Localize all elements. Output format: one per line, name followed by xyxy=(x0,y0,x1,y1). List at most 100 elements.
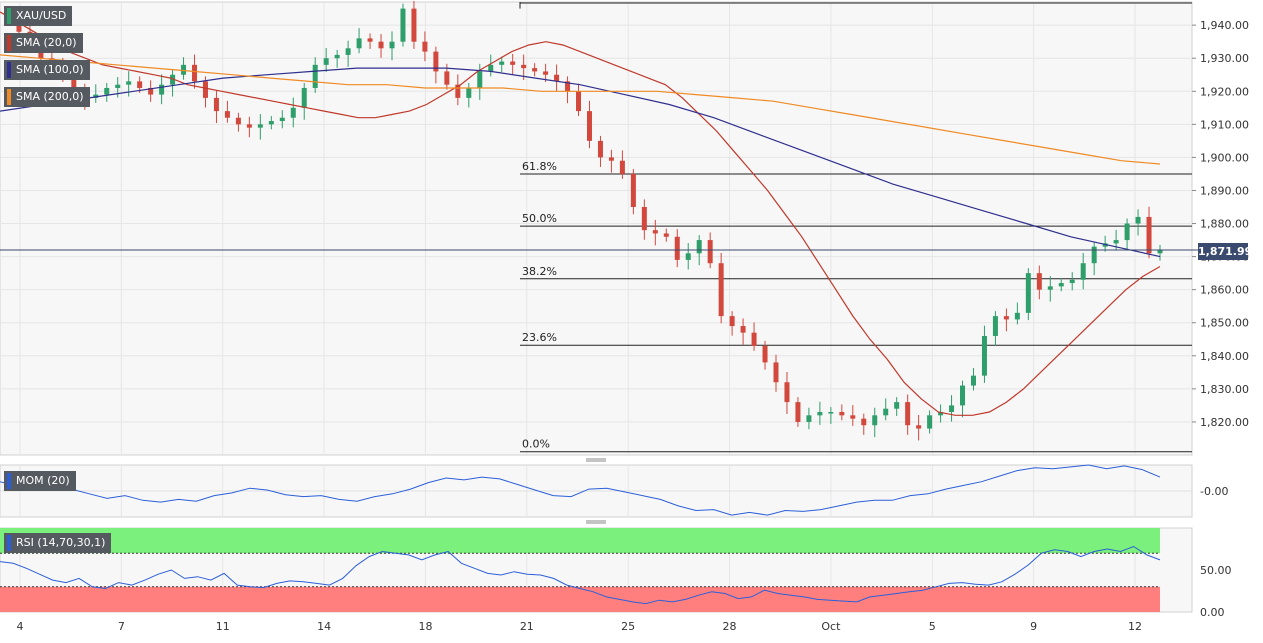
candle-body xyxy=(1036,273,1042,290)
fib-level-label: 50.0% xyxy=(522,212,557,225)
candle-body xyxy=(707,240,713,264)
price-axis-tick-label: 1,860.00 xyxy=(1200,284,1249,297)
candle-body xyxy=(488,64,494,72)
candle-body xyxy=(268,121,274,125)
mom-line xyxy=(0,464,1161,516)
symbol-text: XAU/USD xyxy=(16,9,67,22)
x-axis-tick-label: 28 xyxy=(723,620,737,633)
candle-body xyxy=(729,316,735,327)
rsi-axis-tick-label: 50.00 xyxy=(1200,564,1232,577)
symbol-swatch xyxy=(7,8,11,24)
candle-body xyxy=(685,253,691,260)
candle-body xyxy=(981,335,987,376)
candle-body xyxy=(806,415,812,422)
candle-body xyxy=(608,157,614,161)
candle-body xyxy=(1014,312,1020,320)
candle-body xyxy=(356,38,362,49)
candle-body xyxy=(554,74,560,82)
x-axis-tick-label: 18 xyxy=(418,620,432,633)
x-axis-tick-label: 7 xyxy=(118,620,125,633)
x-axis-tick-label: 9 xyxy=(1030,620,1037,633)
sma100-label[interactable]: SMA (100,0) xyxy=(4,60,90,80)
candle-body xyxy=(301,87,307,108)
candle-body xyxy=(334,54,340,59)
fib-level-label: 38.2% xyxy=(522,265,557,278)
price-axis-tick-label: 1,850.00 xyxy=(1200,317,1249,330)
candle-body xyxy=(740,326,746,333)
mom-swatch xyxy=(7,473,11,489)
candle-body xyxy=(839,412,845,416)
x-axis-tick-label: 25 xyxy=(621,620,635,633)
mom-label[interactable]: MOM (20) xyxy=(4,471,76,491)
candle-body xyxy=(378,41,384,49)
sma200-label[interactable]: SMA (200,0) xyxy=(4,87,90,107)
price-axis-tick-label: 1,890.00 xyxy=(1200,184,1249,197)
candle-body xyxy=(323,58,329,65)
candle-body xyxy=(257,124,263,128)
candle-body xyxy=(718,263,724,317)
rsi-text: RSI (14,70,30,1) xyxy=(16,536,106,549)
candle-body xyxy=(16,21,22,32)
candle-body xyxy=(115,84,121,88)
price-axis-tick-label: 1,830.00 xyxy=(1200,383,1249,396)
sma20-label[interactable]: SMA (20,0) xyxy=(4,33,83,53)
candle-body xyxy=(422,41,428,52)
candle-body xyxy=(290,107,296,118)
rsi-oversold-zone xyxy=(0,586,1160,612)
sma100-text: SMA (100,0) xyxy=(16,63,84,76)
candle-body xyxy=(1069,279,1075,284)
candle-body xyxy=(104,87,110,95)
candle-body xyxy=(181,64,187,75)
x-axis-tick-label: 14 xyxy=(317,620,331,633)
candle-body xyxy=(927,415,933,429)
candle-body xyxy=(93,94,99,98)
x-axis-tick-label: 5 xyxy=(929,620,936,633)
candle-body xyxy=(949,405,955,413)
candle-body xyxy=(1146,216,1152,254)
candle-body xyxy=(367,38,373,42)
rsi-overbought-zone xyxy=(0,528,1160,554)
candle-body xyxy=(696,240,702,254)
symbol-label[interactable]: XAU/USD xyxy=(4,6,73,26)
candle-body xyxy=(444,71,450,85)
candle-body xyxy=(389,41,395,49)
candle-body xyxy=(641,207,647,231)
candle-body xyxy=(565,81,571,92)
price-axis-tick-label: 1,910.00 xyxy=(1200,118,1249,131)
price-axis-tick-label: 1,900.00 xyxy=(1200,151,1249,164)
candle-body xyxy=(499,61,505,65)
candle-body xyxy=(433,51,439,72)
candle-body xyxy=(126,81,132,85)
candle-body xyxy=(938,412,944,416)
candle-body xyxy=(400,8,406,42)
rsi-swatch xyxy=(7,535,11,551)
mom-text: MOM (20) xyxy=(16,474,70,487)
candle-body xyxy=(477,71,483,88)
last-price-tag: 1,871.99 xyxy=(1198,243,1253,260)
price-axis-tick-label: 1,820.00 xyxy=(1200,416,1249,429)
candle-body xyxy=(411,8,417,42)
candle-body xyxy=(1080,263,1086,280)
sma20-text: SMA (20,0) xyxy=(16,36,77,49)
candle-body xyxy=(1135,216,1141,224)
candle-body xyxy=(828,412,834,414)
candle-body xyxy=(279,117,285,122)
candle-body xyxy=(905,402,911,426)
candle-body xyxy=(137,81,143,88)
x-axis-tick-label: 12 xyxy=(1128,620,1142,633)
x-axis-tick-label: 11 xyxy=(216,620,230,633)
candle-body xyxy=(970,375,976,386)
fib-level-label: 61.8% xyxy=(522,160,557,173)
candle-body xyxy=(751,332,757,346)
candle-body xyxy=(170,74,176,85)
rsi-label[interactable]: RSI (14,70,30,1) xyxy=(4,533,112,553)
price-axis-tick-label: 1,840.00 xyxy=(1200,350,1249,363)
candle-body xyxy=(773,362,779,383)
candle-body xyxy=(312,64,318,88)
mom-axis-tick-label: -0.00 xyxy=(1200,485,1228,498)
candle-body xyxy=(1025,273,1031,313)
candle-body xyxy=(916,425,922,429)
candle-body xyxy=(159,84,165,95)
candle-body xyxy=(71,74,77,92)
